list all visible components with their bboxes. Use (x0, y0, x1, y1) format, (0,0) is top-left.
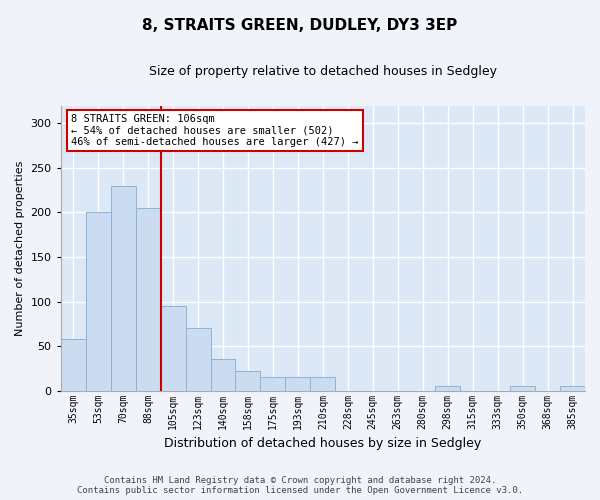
Y-axis label: Number of detached properties: Number of detached properties (15, 160, 25, 336)
Bar (286, 378, 310, 390)
Title: Size of property relative to detached houses in Sedgley: Size of property relative to detached ho… (149, 65, 497, 78)
Bar (310, 378, 335, 390)
Bar (86, 212, 110, 390)
Bar (560, 386, 585, 390)
Bar (435, 386, 460, 390)
Bar (510, 386, 535, 390)
Text: Contains HM Land Registry data © Crown copyright and database right 2024.
Contai: Contains HM Land Registry data © Crown c… (77, 476, 523, 495)
Bar (211, 360, 235, 390)
Bar (185, 328, 211, 390)
Bar (260, 378, 286, 390)
Text: 8 STRAITS GREEN: 106sqm
← 54% of detached houses are smaller (502)
46% of semi-d: 8 STRAITS GREEN: 106sqm ← 54% of detache… (71, 114, 359, 148)
Bar (61, 339, 86, 390)
Bar (136, 208, 161, 390)
Text: 8, STRAITS GREEN, DUDLEY, DY3 3EP: 8, STRAITS GREEN, DUDLEY, DY3 3EP (142, 18, 458, 32)
Bar (235, 371, 260, 390)
X-axis label: Distribution of detached houses by size in Sedgley: Distribution of detached houses by size … (164, 437, 481, 450)
Bar (110, 186, 136, 390)
Bar (161, 306, 185, 390)
